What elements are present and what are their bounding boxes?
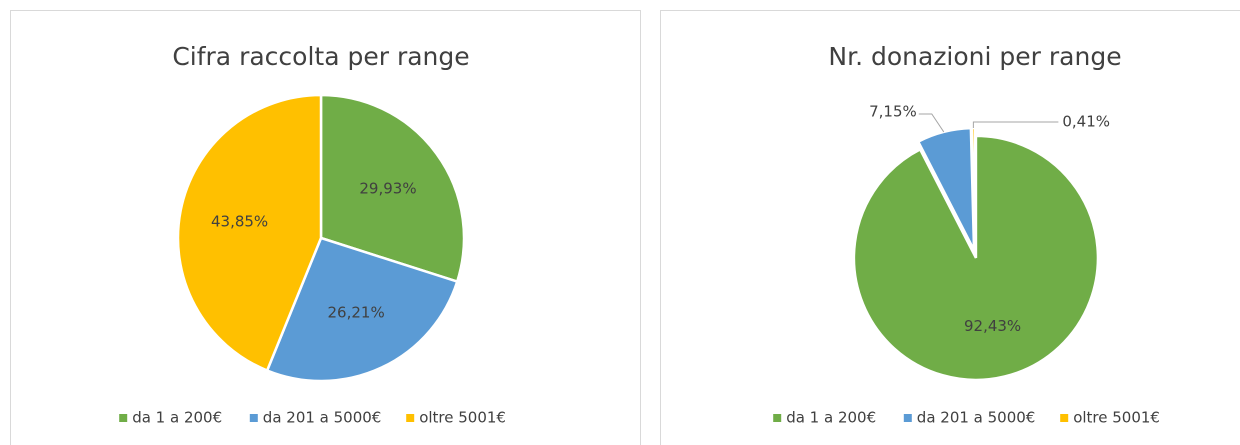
legend-label: oltre 5001€ [419, 409, 506, 427]
data-label: 92,43% [964, 317, 1021, 335]
legend-swatch [249, 414, 258, 422]
legend-swatch [903, 414, 912, 422]
data-label: 43,85% [211, 213, 268, 231]
chart-title: Nr. donazioni per range [828, 42, 1121, 71]
pie-slice [265, 236, 459, 383]
data-label: 0,41% [1062, 113, 1110, 131]
data-label: 26,21% [328, 304, 385, 322]
leader-line [972, 121, 1059, 129]
leader-line [918, 113, 945, 133]
legend-label: da 1 a 200€ [786, 409, 876, 427]
legend-label: da 1 a 200€ [132, 409, 222, 427]
legend-label: oltre 5001€ [1073, 409, 1160, 427]
legend-swatch [406, 414, 415, 422]
pie-slice [176, 93, 323, 373]
legend-swatch [773, 414, 782, 422]
pie-slice [852, 134, 1100, 382]
legend-label: da 201 a 5000€ [263, 409, 382, 427]
data-label: 29,93% [359, 180, 416, 198]
legend-swatch [119, 414, 128, 422]
chart-title: Cifra raccolta per range [172, 42, 469, 71]
legend-swatch [1060, 414, 1069, 422]
pie-slice [319, 93, 466, 284]
data-label: 7,15% [869, 103, 917, 121]
legend-label: da 201 a 5000€ [917, 409, 1036, 427]
